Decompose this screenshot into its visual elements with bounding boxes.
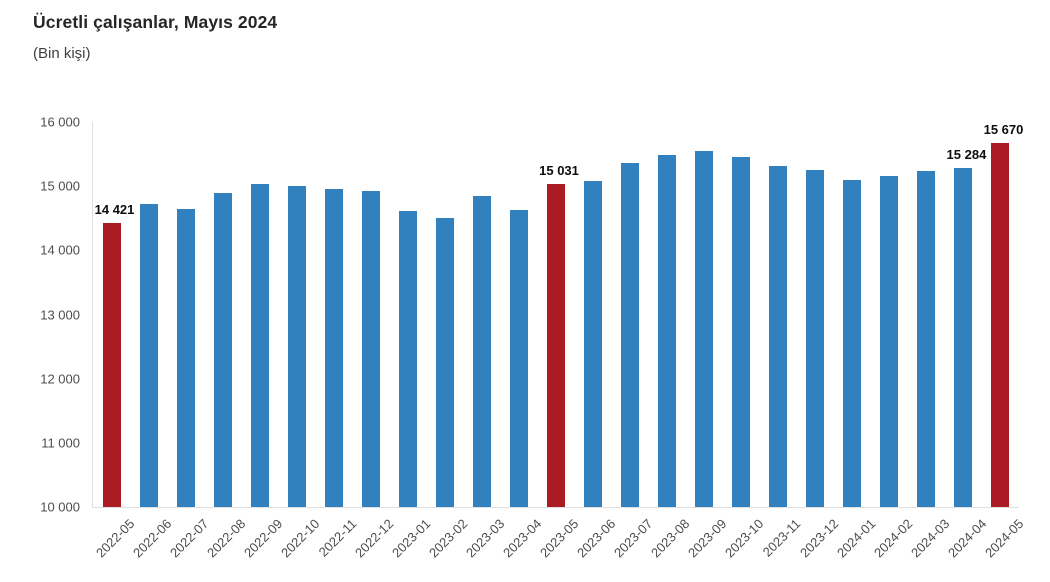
x-axis-tick-label: 2023-06 [574, 516, 619, 561]
y-axis-tick-label: 13 000 [40, 307, 80, 322]
x-axis-tick-label: 2023-02 [426, 516, 471, 561]
x-axis-tick-label: 2022-12 [352, 516, 397, 561]
bar-2022-09[interactable] [250, 184, 269, 507]
bar-2024-02[interactable] [880, 175, 899, 507]
bar-2023-03[interactable] [472, 196, 491, 507]
plot-area: 16 000 15 000 14 000 13 000 12 000 11 000 10 0… [40, 115, 1026, 561]
bar-value-label: 14 421 [94, 202, 135, 218]
x-axis-tick-label: 2022-10 [277, 516, 323, 561]
x-axis-tick-label: 2022-09 [240, 516, 286, 561]
bar-2023-12[interactable] [806, 170, 825, 507]
x-axis-tick-label: 2024-01 [833, 516, 878, 561]
bar-2024-03[interactable] [917, 170, 936, 507]
bar-2024-04[interactable] [954, 167, 973, 507]
bar-2022-10[interactable] [287, 186, 306, 507]
bar-2023-01[interactable] [398, 210, 417, 507]
x-axis-tick-label: 2024-05 [981, 516, 1027, 561]
bar-value-label: 15 670 [983, 122, 1024, 138]
bar-2024-05[interactable] [991, 143, 1010, 507]
bar-2023-11[interactable] [769, 166, 788, 507]
bar-value-label: 15 031 [539, 163, 579, 179]
y-axis-tick-label: 16 000 [40, 114, 80, 130]
chart-title: Ücretli çalışanlar, Mayıs 2024 [33, 12, 278, 32]
x-axis-tick-label: 2022-11 [315, 516, 360, 560]
x-axis-tick-label: 2022-06 [129, 516, 175, 561]
y-axis-tick-label: 14 000 [40, 242, 80, 258]
bar-2023-02[interactable] [435, 217, 454, 507]
bar-2022-08[interactable] [213, 193, 232, 507]
x-axis-tick-label: 2022-07 [166, 516, 212, 561]
x-axis-tick-label: 2023-12 [796, 516, 841, 561]
bar-2023-08[interactable] [658, 155, 677, 507]
bar-2023-06[interactable] [584, 181, 603, 507]
bar-2023-10[interactable] [732, 156, 751, 507]
x-axis-tick-label: 2024-03 [907, 516, 952, 561]
bar-2023-05[interactable] [547, 184, 565, 507]
x-axis-tick-label: 2024-04 [944, 516, 990, 561]
y-axis-tick-label: 15 000 [40, 178, 80, 194]
bar-2022-05[interactable] [102, 223, 121, 507]
x-axis-tick-label: 2023-03 [463, 516, 508, 561]
x-axis-tick-label: 2023-05 [537, 516, 582, 561]
y-axis-tick-label: 12 000 [40, 371, 80, 387]
bar-2022-07[interactable] [176, 209, 195, 507]
x-axis-tick-label: 2022-05 [92, 516, 138, 561]
bar-2022-06[interactable] [139, 204, 158, 507]
chart-subtitle: (Bin kişi) [33, 45, 91, 62]
bar-2023-09[interactable] [695, 150, 714, 507]
x-axis-tick-label: 2024-02 [870, 516, 915, 561]
x-axis-tick-label: 2023-04 [500, 516, 545, 561]
bar-2024-01[interactable] [843, 179, 862, 507]
x-axis-tick-label: 2023-11 [760, 516, 804, 560]
bar-value-label: 15 284 [946, 146, 987, 162]
bar-2023-04[interactable] [509, 209, 528, 507]
y-axis-tick-label: 11 000 [41, 435, 80, 451]
x-axis-tick-label: 2023-01 [389, 516, 434, 561]
x-axis-tick-label: 2022-08 [203, 516, 249, 561]
x-axis-tick-label: 2023-10 [722, 516, 767, 561]
bar-2022-12[interactable] [361, 191, 380, 507]
x-axis-tick-label: 2023-09 [685, 516, 730, 561]
bar-2023-07[interactable] [621, 163, 640, 507]
x-axis-tick-label: 2023-07 [611, 516, 656, 561]
x-axis-tick-label: 2023-08 [648, 516, 693, 561]
y-axis-tick-label: 10 000 [40, 499, 80, 515]
bar-2022-11[interactable] [324, 189, 343, 507]
